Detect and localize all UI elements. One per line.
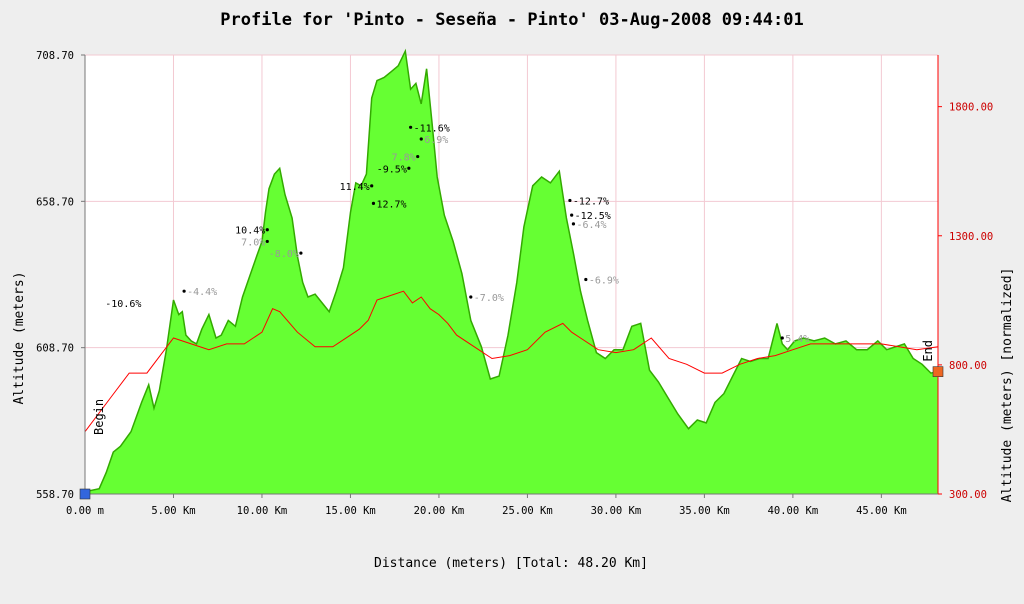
altitude-fill	[85, 51, 938, 494]
grade-point	[370, 184, 374, 188]
grade-label: -8.0%	[269, 249, 299, 260]
grade-label: 7.8%	[392, 153, 416, 164]
axes	[84, 55, 939, 495]
grade-label: -6.9%	[589, 275, 619, 286]
route-marker-begin	[79, 488, 91, 500]
y-axis-label-left: Altitude (meters)	[12, 271, 27, 404]
altitude-area	[84, 48, 939, 494]
grade-label: -9.5%	[377, 164, 407, 175]
route-markers: Begin End	[79, 340, 944, 500]
grade-point	[265, 228, 269, 232]
y-tick-label-left: 658.70	[36, 196, 74, 208]
y-tick-label-right: 800.00	[949, 360, 987, 372]
grade-point	[407, 166, 411, 170]
grade-label: 12.7%	[376, 199, 406, 210]
grade-label: -12.7%	[573, 196, 609, 207]
x-tick-label: 0.00 m	[66, 505, 104, 517]
grade-point	[780, 336, 784, 340]
grade-label: -11.6%	[414, 123, 450, 134]
grade-label: -4.4%	[187, 287, 217, 298]
y-tick-label-left: 608.70	[36, 343, 74, 355]
grade-label: -12.5%	[575, 211, 611, 222]
grade-label: 10.4%	[235, 226, 265, 237]
x-axis-label: Distance (meters) [Total: 48.20 Km]	[374, 556, 648, 571]
x-tick-label: 40.00 Km	[768, 505, 819, 517]
grade-point	[571, 222, 576, 226]
grade-point	[416, 154, 420, 159]
route-marker-label: End	[921, 340, 935, 362]
grade-label: 7.0%	[241, 237, 265, 248]
x-tick-label: 5.00 Km	[151, 505, 195, 517]
grade-label: -7.0%	[474, 293, 504, 304]
grade-point	[419, 137, 423, 141]
x-tick-label: 20.00 Km	[414, 505, 465, 517]
grade-point	[570, 213, 574, 217]
grade-annotations: -10.6% -4.4% 10.4%7.0% -8.0% 11.4% 12.7% -9.5%…	[105, 123, 809, 345]
altitude-line	[84, 48, 939, 493]
grade-point	[409, 125, 413, 129]
route-marker-label: Begin	[92, 399, 106, 435]
grade-label: 11.4%	[340, 182, 370, 193]
y-tick-label-right: 1300.00	[949, 231, 993, 243]
y-tick-label-left: 708.70	[36, 50, 74, 62]
y-axis-label-right: Altitude (meters) [normalized]	[1000, 268, 1015, 503]
tick-labels: 0.00 m 5.00 Km 10.00 Km 15.00 Km 20.00 Km 25.…	[36, 50, 993, 517]
x-tick-label: 35.00 Km	[679, 505, 730, 517]
grade-label: -6.4%	[576, 220, 606, 231]
y-tick-label-right: 1800.00	[949, 102, 993, 114]
x-tick-label: 25.00 Km	[502, 505, 553, 517]
x-tick-label: 30.00 Km	[591, 505, 642, 517]
chart-title: Profile for 'Pinto - Seseña - Pinto' 03-…	[220, 10, 803, 30]
x-tick-label: 15.00 Km	[325, 505, 376, 517]
grade-point	[299, 251, 303, 255]
route-marker-end	[932, 366, 944, 377]
y-tick-label-left: 558.70	[36, 489, 74, 501]
grade-point	[568, 198, 572, 203]
grade-point	[584, 277, 588, 282]
normalized-altitude-line	[84, 290, 939, 433]
y-tick-label-right: 300.00	[949, 489, 987, 501]
x-tick-label: 10.00 Km	[237, 505, 288, 517]
grade-point	[182, 289, 186, 293]
grade-label: -10.6%	[105, 299, 141, 310]
grade-label: 6.9%	[424, 135, 448, 146]
grade-point	[371, 201, 376, 205]
x-tick-label: 45.00 Km	[856, 505, 907, 517]
grade-point	[469, 295, 473, 299]
grade-point	[265, 239, 269, 244]
grade-label: 5.4%	[785, 334, 809, 345]
